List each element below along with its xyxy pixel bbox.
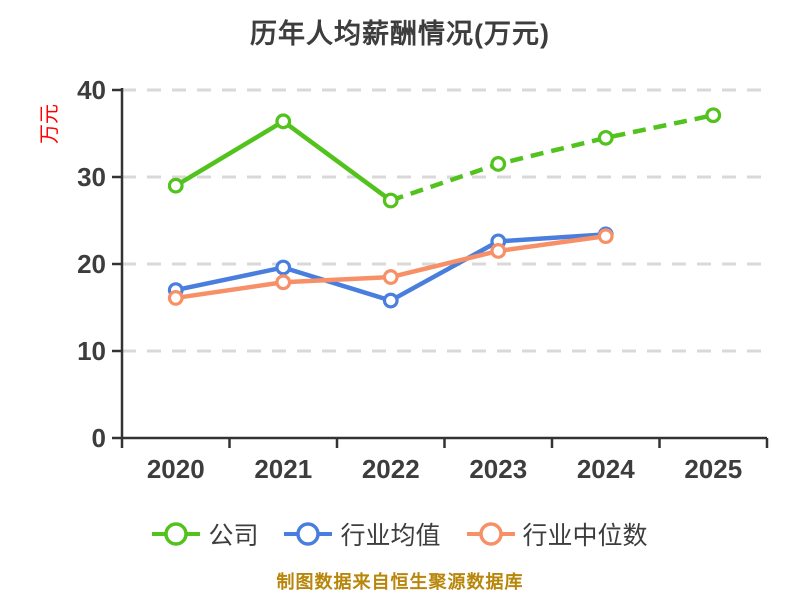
legend-item-industry-average[interactable]: 行业均值 [284,516,441,552]
y-tick-label-30: 30 [77,162,106,192]
x-tick-label-2023: 2023 [469,454,527,484]
legend-item-industry-median[interactable]: 行业中位数 [466,516,648,552]
chart-title: 历年人均薪酬情况(万元) [250,19,550,49]
data-point-公司 [490,156,507,172]
legend-item-company[interactable]: 公司 [152,516,258,552]
x-tick-label-2021: 2021 [254,454,312,484]
data-point-公司 [382,192,399,209]
data-source-note: 制图数据来自恒生聚源数据库 [276,572,524,592]
y-tick-label-20: 20 [77,249,106,279]
y-axis-label: 万元 [39,104,61,144]
legend-label-company: 公司 [208,522,259,550]
x-tick-label-2022: 2022 [362,454,420,484]
data-point-行业中位数 [382,269,399,285]
data-point-行业中位数 [167,290,184,306]
y-tick-label-40: 40 [77,75,106,105]
data-point-公司 [167,177,184,194]
series-line-2 [175,233,607,301]
line-circle-marker-icon [152,522,201,546]
data-point-公司 [705,107,722,124]
line-circle-marker-icon [466,522,515,546]
data-point-行业中位数 [275,274,292,291]
x-tick-label-2020: 2020 [147,454,205,484]
legend: 公司 行业均值 行业中位数 [0,516,800,552]
x-tick-label-2024: 2024 [577,454,635,484]
x-tick-label-2025: 2025 [684,454,742,484]
series-line-solid-0 [174,119,393,203]
data-point-公司 [275,113,292,130]
data-point-行业均值 [275,259,292,276]
line-circle-marker-icon [284,522,333,546]
y-tick-label-10: 10 [77,336,106,366]
series-line-dashed-0 [390,113,714,203]
data-point-行业中位数 [490,243,507,259]
data-point-行业均值 [382,292,399,309]
data-point-行业中位数 [597,228,614,245]
y-tick-label-0: 0 [92,423,106,453]
plot-area: 0 10 20 30 40 2020 2021 2022 2023 2024 2025 万元 [39,75,769,484]
data-point-公司 [597,129,614,146]
legend-label-industry-average: 行业均值 [340,522,441,550]
legend-label-industry-median: 行业中位数 [522,522,648,550]
